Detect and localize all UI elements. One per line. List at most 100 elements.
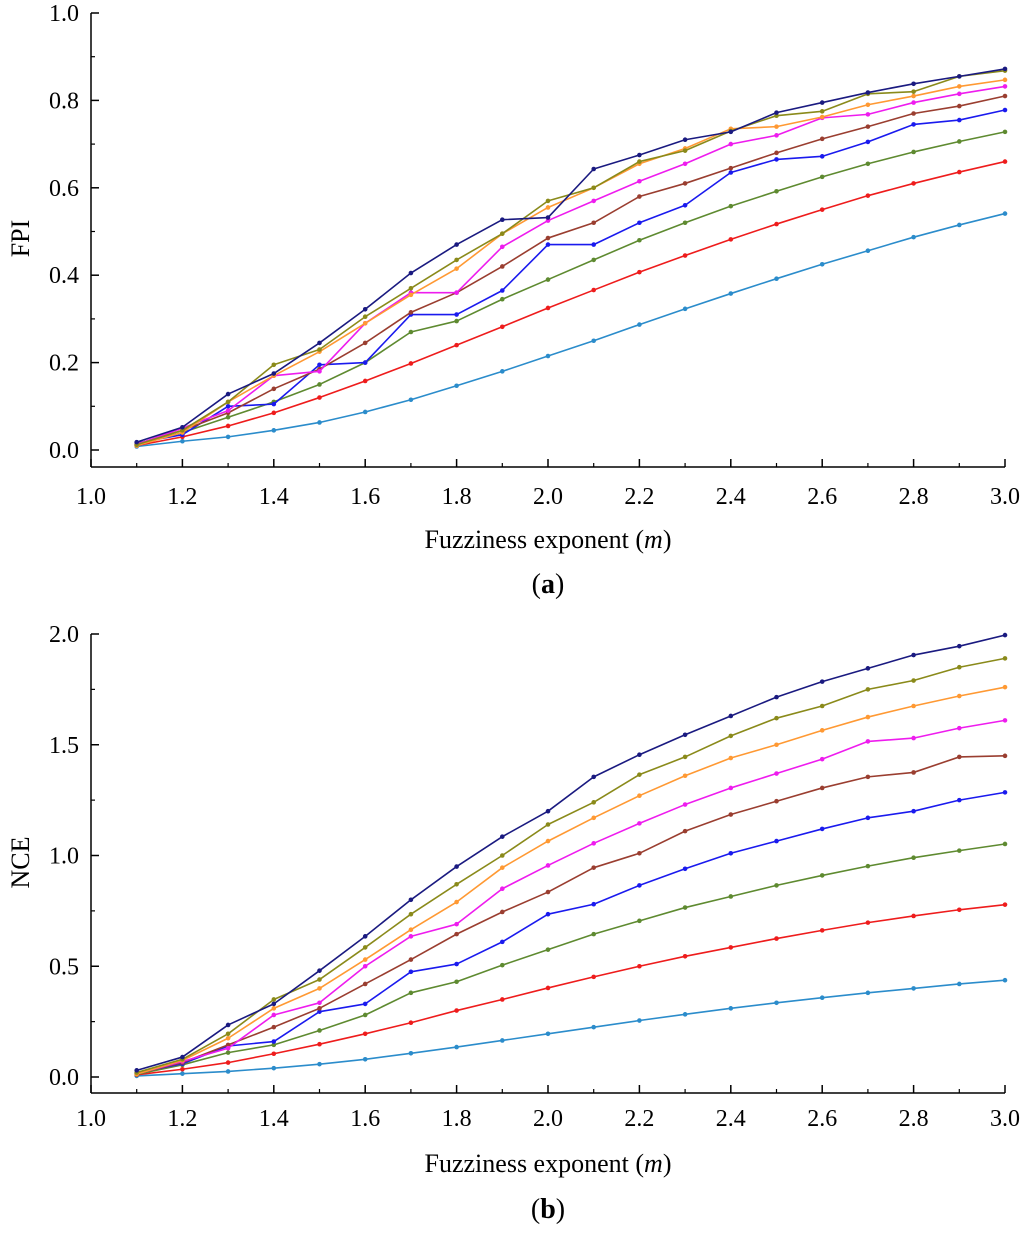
data-point bbox=[454, 312, 459, 317]
data-point bbox=[957, 907, 962, 913]
data-point bbox=[637, 269, 642, 275]
data-point bbox=[545, 205, 551, 210]
data-point bbox=[362, 340, 368, 346]
data-point bbox=[728, 141, 734, 147]
data-point bbox=[637, 322, 642, 327]
data-point bbox=[774, 1000, 779, 1006]
data-point bbox=[865, 714, 871, 720]
data-point bbox=[317, 347, 322, 352]
data-point bbox=[408, 329, 414, 335]
x-axis-title-close: ) bbox=[663, 1149, 672, 1178]
data-point bbox=[408, 270, 414, 276]
chart-panel-b: 1.0 1.2 1.4 1.6 1.8 2.0 2.2 2.4 2.6 2.8 3.0 0.0 0.5 1… bbox=[6, 622, 1020, 1225]
data-point bbox=[317, 362, 322, 368]
panel-label-letter: b bbox=[540, 1194, 556, 1225]
x-tick-label: 2.8 bbox=[899, 484, 929, 510]
data-point bbox=[454, 318, 459, 324]
data-point bbox=[317, 420, 322, 425]
data-point bbox=[957, 222, 962, 228]
data-point bbox=[408, 1050, 414, 1056]
data-point bbox=[362, 1056, 368, 1062]
data-point bbox=[545, 235, 551, 241]
y-tick-label: 0.4 bbox=[49, 263, 79, 289]
data-point bbox=[911, 678, 916, 683]
y-tick-label: 0.0 bbox=[49, 438, 79, 464]
data-point bbox=[637, 850, 642, 856]
data-point bbox=[591, 166, 596, 172]
x-tick-label: 1.2 bbox=[167, 484, 197, 510]
x-tick-label: 2.2 bbox=[624, 1106, 654, 1132]
x-tick-label: 1.8 bbox=[442, 484, 472, 510]
data-point bbox=[865, 90, 871, 95]
data-point bbox=[957, 725, 962, 731]
data-point bbox=[774, 188, 779, 194]
data-point bbox=[682, 306, 688, 312]
data-point bbox=[591, 901, 596, 907]
x-tick-label: 1.0 bbox=[76, 1106, 106, 1132]
data-point bbox=[408, 969, 414, 975]
data-point bbox=[637, 752, 642, 758]
data-point bbox=[271, 386, 277, 392]
data-point bbox=[408, 911, 414, 917]
data-point bbox=[911, 81, 916, 87]
data-point bbox=[682, 1012, 688, 1017]
data-point bbox=[454, 921, 459, 927]
data-point bbox=[225, 391, 231, 397]
data-point bbox=[591, 774, 596, 780]
data-point bbox=[1002, 977, 1008, 983]
data-point bbox=[682, 253, 688, 258]
data-point bbox=[957, 848, 962, 853]
data-point bbox=[271, 1012, 277, 1018]
data-point bbox=[911, 735, 916, 741]
data-point bbox=[317, 395, 322, 400]
series-3 bbox=[134, 129, 1008, 448]
data-point bbox=[225, 1060, 231, 1065]
data-point bbox=[317, 986, 322, 991]
data-point bbox=[362, 945, 368, 950]
data-point bbox=[225, 1069, 231, 1074]
data-point bbox=[1002, 77, 1008, 83]
series-line bbox=[136, 686, 1006, 1075]
series-9 bbox=[134, 66, 1008, 445]
data-point bbox=[180, 1054, 185, 1060]
chart-panel-a: 1.0 1.2 1.4 1.6 1.8 2.0 2.2 2.4 2.6 2.8 3.0 0.0 0.2 0… bbox=[6, 1, 1020, 600]
data-point bbox=[728, 733, 734, 739]
data-point bbox=[728, 713, 734, 719]
data-point bbox=[271, 362, 277, 368]
data-point bbox=[225, 1050, 231, 1055]
data-point bbox=[500, 1038, 505, 1043]
data-point bbox=[957, 84, 962, 89]
data-point bbox=[500, 834, 505, 839]
series-8 bbox=[134, 68, 1008, 448]
data-point bbox=[819, 207, 825, 212]
data-point bbox=[180, 424, 185, 430]
data-point bbox=[911, 149, 916, 155]
data-point bbox=[545, 198, 551, 204]
data-point bbox=[225, 423, 231, 429]
data-point bbox=[317, 340, 322, 346]
data-point bbox=[362, 320, 368, 326]
x-tick-label: 2.6 bbox=[807, 1106, 837, 1132]
data-point bbox=[728, 129, 734, 135]
x-tick-label: 1.8 bbox=[442, 1106, 472, 1132]
data-point bbox=[180, 1066, 185, 1072]
data-point bbox=[408, 990, 414, 996]
data-point bbox=[682, 732, 688, 738]
data-point bbox=[408, 927, 414, 933]
panel-label-close: ) bbox=[556, 1194, 565, 1225]
data-point bbox=[957, 797, 962, 803]
data-point bbox=[362, 314, 368, 320]
data-point bbox=[591, 1024, 596, 1030]
data-point bbox=[865, 248, 871, 254]
y-tick-label: 0.5 bbox=[49, 954, 79, 980]
data-point bbox=[317, 1061, 322, 1067]
data-point bbox=[362, 1031, 368, 1037]
series-line bbox=[136, 68, 1006, 443]
data-point bbox=[545, 947, 551, 952]
data-point bbox=[1002, 656, 1008, 661]
data-point bbox=[911, 855, 916, 861]
data-point bbox=[819, 114, 825, 120]
data-point bbox=[819, 873, 825, 878]
data-point bbox=[1002, 790, 1008, 795]
data-point bbox=[362, 963, 368, 969]
